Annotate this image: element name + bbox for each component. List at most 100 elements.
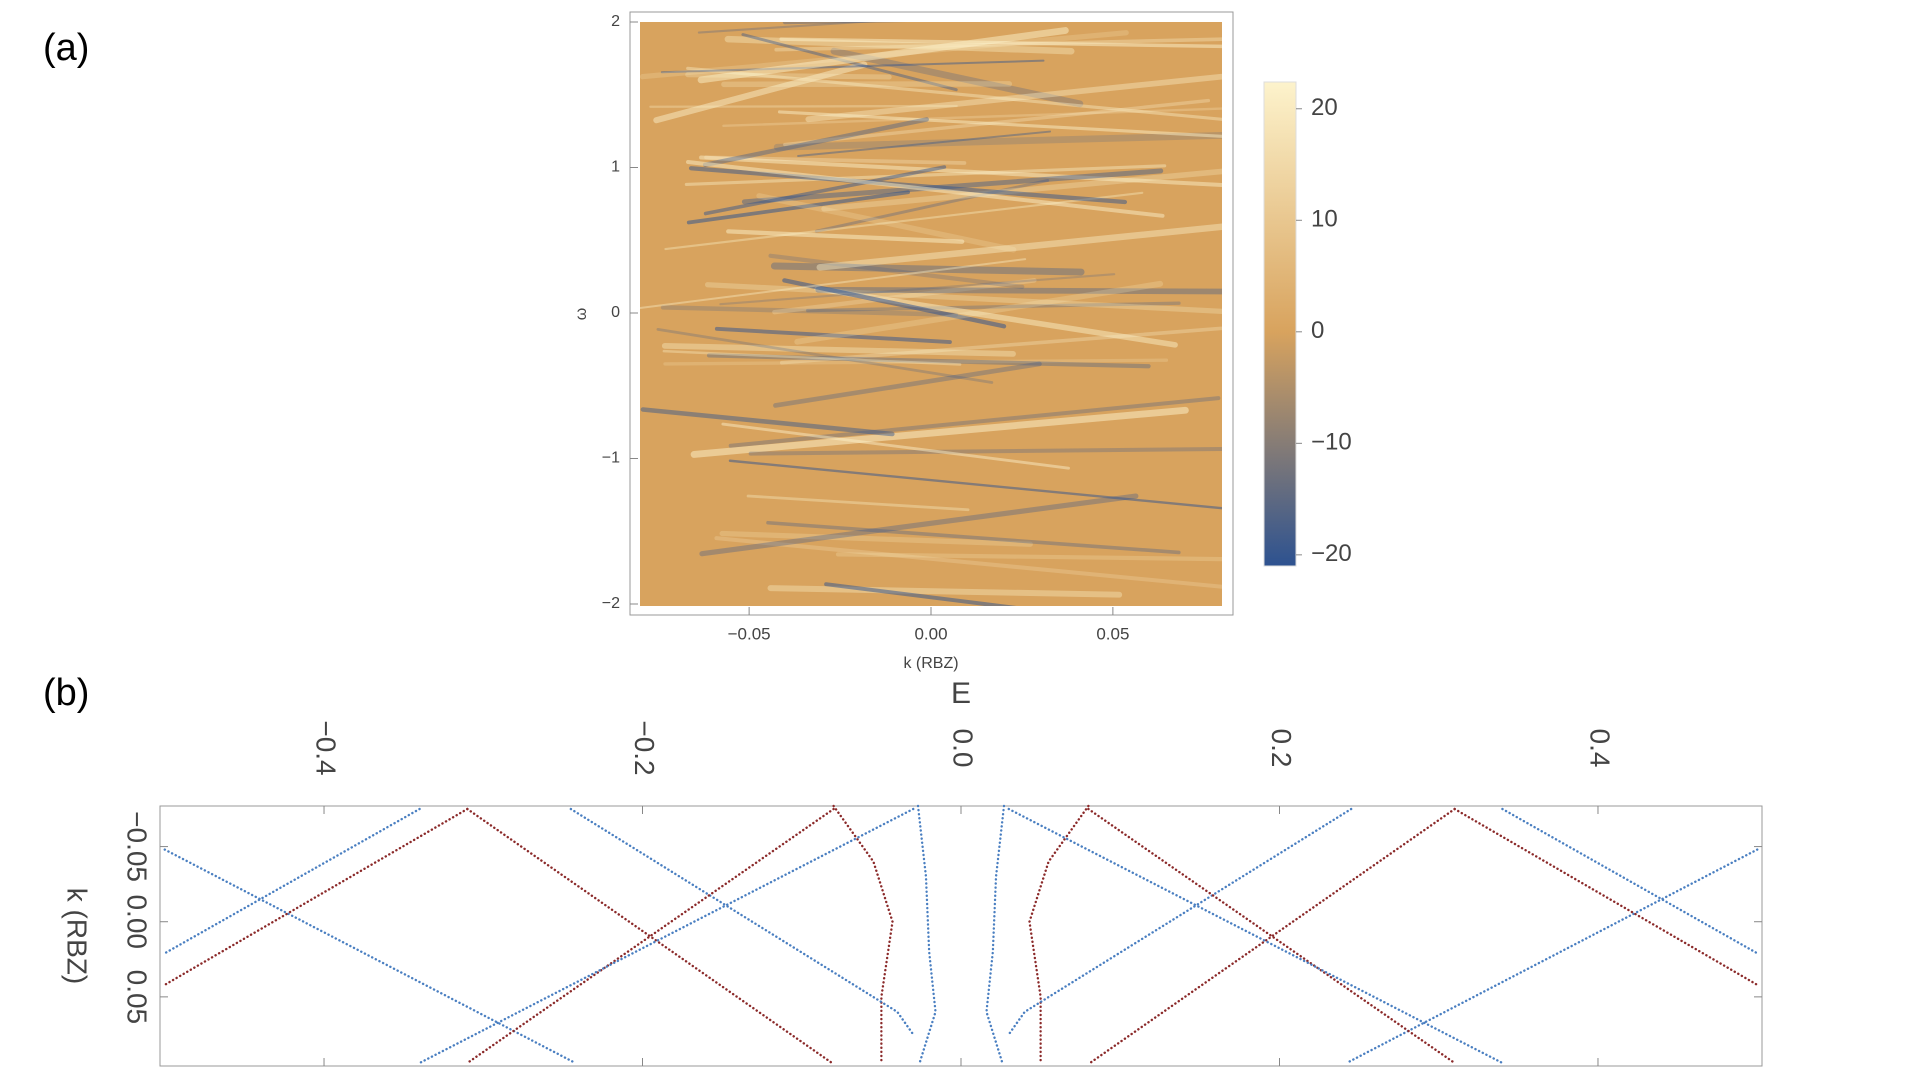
- streak: [697, 27, 1069, 84]
- streak: [797, 130, 1052, 158]
- streak: [746, 494, 970, 512]
- streak: [821, 168, 1222, 212]
- streak: [805, 73, 1222, 123]
- y-tick-label: −1: [602, 450, 620, 467]
- streak: [782, 22, 908, 25]
- panel-label: (b): [43, 672, 89, 714]
- streak: [685, 72, 892, 80]
- streak: [721, 422, 1070, 470]
- streak: [782, 278, 1007, 329]
- streak: [661, 342, 1016, 357]
- y-tick-label: 2: [611, 13, 620, 30]
- x-tick-label: 0.0: [948, 729, 979, 768]
- streak: [686, 159, 1165, 218]
- curve: [985, 804, 1006, 1065]
- streak: [703, 165, 947, 216]
- streak: [719, 273, 1116, 306]
- curve: [1087, 807, 1456, 1065]
- colorbar-tick-label: −10: [1311, 429, 1352, 456]
- streak: [773, 131, 1222, 151]
- streak: [662, 349, 962, 366]
- streak: [649, 104, 958, 108]
- streak: [706, 353, 1151, 369]
- streak: [714, 536, 1222, 589]
- streak: [815, 286, 1222, 295]
- heatmap-image: [640, 22, 1222, 606]
- streak: [656, 327, 994, 384]
- y-axis-label: k (RBZ): [62, 888, 93, 984]
- streak: [663, 358, 1169, 366]
- streak: [660, 305, 959, 317]
- streak: [806, 301, 1181, 313]
- y-axis-label: ω: [573, 308, 590, 321]
- x-tick-label: 0.00: [914, 624, 947, 643]
- streak: [699, 155, 1222, 188]
- streak: [640, 30, 1129, 80]
- colorbar-tick-label: 10: [1311, 206, 1338, 233]
- x-axis-label: E: [951, 677, 971, 710]
- plot-frame: [159, 805, 1763, 1067]
- streak: [768, 253, 1025, 290]
- curve: [832, 804, 894, 1065]
- curve: [466, 807, 834, 1065]
- streak: [783, 98, 1211, 147]
- streak: [748, 447, 1222, 456]
- panel-label: (a): [43, 27, 89, 69]
- streak: [766, 520, 1181, 555]
- streak: [702, 117, 929, 168]
- x-axis-label: k (RBZ): [903, 655, 958, 672]
- curve: [1007, 807, 1353, 1036]
- streak: [688, 166, 1128, 205]
- streak: [772, 278, 1037, 315]
- curve: [1348, 848, 1759, 1063]
- colorbar: [1263, 81, 1297, 567]
- streak: [773, 361, 1042, 408]
- streak: [690, 406, 1189, 458]
- streak: [726, 229, 965, 244]
- curve: [1028, 804, 1090, 1065]
- x-tick-label: −0.2: [629, 720, 660, 775]
- streak: [684, 164, 1167, 186]
- streak: [779, 37, 1222, 49]
- x-tick-label: −0.05: [728, 624, 771, 643]
- streak: [779, 326, 1222, 365]
- colorbar-tick-label: −20: [1311, 540, 1352, 567]
- colorbar-tick-label: 20: [1311, 94, 1338, 121]
- streak: [722, 107, 1222, 128]
- curve: [466, 807, 835, 1065]
- y-tick-label: −2: [602, 595, 620, 612]
- streak: [699, 493, 1139, 557]
- streak: [767, 585, 1123, 598]
- x-tick-label: 0.4: [1585, 729, 1616, 768]
- streak: [714, 326, 952, 344]
- streak: [777, 110, 1222, 138]
- streak: [728, 459, 1222, 510]
- heatmap-texture: [640, 22, 1222, 606]
- streak: [770, 262, 1085, 276]
- streak: [830, 47, 1084, 108]
- streak: [697, 22, 876, 34]
- x-tick-label: −0.4: [311, 720, 342, 775]
- curve: [1007, 807, 1504, 1065]
- streak: [660, 59, 1045, 74]
- y-tick-label: 0.05: [122, 970, 153, 1025]
- streak: [686, 66, 1222, 121]
- streak: [724, 35, 1075, 55]
- y-tick-label: −0.05: [122, 811, 153, 882]
- streak: [704, 282, 1222, 314]
- curve: [418, 807, 915, 1065]
- curve: [163, 807, 421, 955]
- streak: [774, 37, 1222, 52]
- y-tick-label: 1: [611, 159, 620, 176]
- streak: [814, 178, 1050, 233]
- streak: [816, 223, 1222, 271]
- streak: [824, 582, 1017, 606]
- curve: [1501, 807, 1759, 955]
- curve: [163, 848, 574, 1063]
- x-tick-label: 0.05: [1096, 624, 1129, 643]
- streak: [835, 552, 1222, 562]
- streak: [719, 530, 1033, 547]
- streak: [704, 155, 967, 165]
- y-tick-label: 0.00: [122, 894, 153, 949]
